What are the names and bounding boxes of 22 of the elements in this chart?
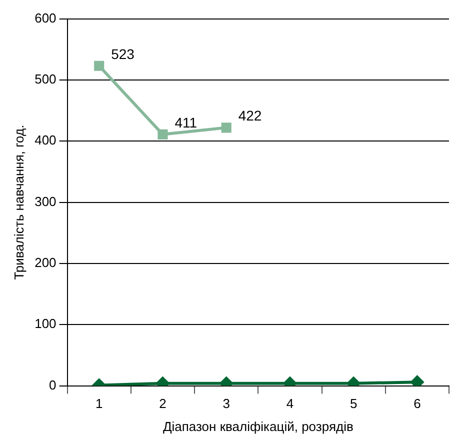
y-tick-label: 200 xyxy=(34,255,56,270)
x-tick-label: 3 xyxy=(222,396,230,412)
point xyxy=(410,376,424,386)
y-tick-label: 0 xyxy=(49,377,56,392)
x-tick-label: 6 xyxy=(414,396,421,412)
data-label: 411 xyxy=(174,114,198,130)
x-tick-label: 2 xyxy=(159,396,166,412)
point xyxy=(158,129,168,140)
point xyxy=(94,60,104,71)
x-axis-title: Діапазон кваліфікацій, розрядів xyxy=(162,418,354,434)
x-tick-label: 1 xyxy=(95,396,103,412)
y-tick-label: 300 xyxy=(34,194,56,209)
y-tick-label: 600 xyxy=(34,10,56,26)
y-axis-title: Тривалість навчання, год. xyxy=(11,124,26,280)
y-tick-label: 500 xyxy=(34,72,56,87)
x-tick-label: 4 xyxy=(286,396,294,412)
y-tick-label: 400 xyxy=(34,132,56,148)
y-tick-label: 100 xyxy=(34,316,56,332)
point xyxy=(221,122,232,133)
data-label: 523 xyxy=(111,46,135,62)
x-tick-label: 5 xyxy=(350,396,358,412)
data-label: 422 xyxy=(238,108,262,124)
